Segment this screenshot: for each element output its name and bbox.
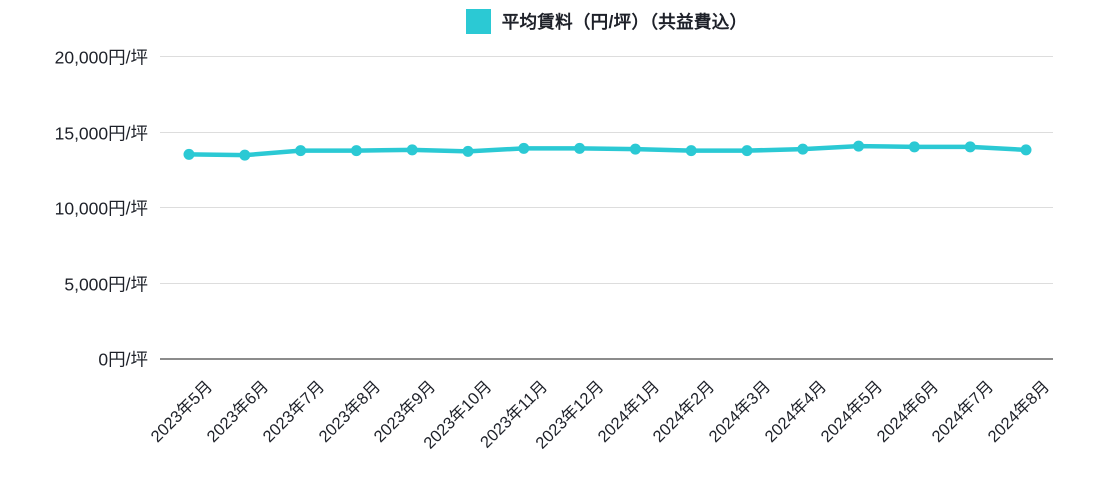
series-line xyxy=(186,143,1029,158)
data-point xyxy=(295,145,307,157)
y-tick-label: 5,000円/坪 xyxy=(64,274,148,294)
data-point xyxy=(574,142,586,154)
gridline xyxy=(160,131,1053,133)
x-axis: 2023年5月 2023年6月 2023年7月 2023年8月 2023年9月 2023年… xyxy=(148,359,1054,484)
plot-area xyxy=(160,56,1053,360)
data-point xyxy=(629,143,641,155)
legend-swatch xyxy=(465,8,491,34)
chart-legend-item[interactable]: 平均賃料（円/坪）（共益費込） xyxy=(160,6,1053,36)
data-point xyxy=(462,145,474,157)
series-layer xyxy=(183,140,1032,161)
gridline xyxy=(160,56,1053,57)
y-tick-label: 10,000円/坪 xyxy=(54,198,148,219)
data-point xyxy=(183,148,195,160)
data-point xyxy=(406,144,418,156)
gridline xyxy=(160,282,1053,284)
x-axis-line xyxy=(160,358,1053,360)
data-point xyxy=(350,145,362,157)
data-point xyxy=(908,141,920,153)
y-tick-label: 15,000円/坪 xyxy=(54,123,148,143)
data-point xyxy=(1020,144,1032,156)
data-point xyxy=(964,141,976,153)
data-point xyxy=(685,145,697,157)
legend-label: 平均賃料（円/坪）（共益費込） xyxy=(501,11,748,32)
data-point xyxy=(853,140,865,152)
data-point xyxy=(239,149,251,161)
y-axis: 0円/坪 5,000円/坪 10,000円/坪 15,000円/坪 20,000円/坪 xyxy=(0,48,148,370)
data-point xyxy=(518,142,530,154)
data-point xyxy=(797,143,809,155)
data-point xyxy=(741,145,753,157)
y-tick-label: 20,000円/坪 xyxy=(54,47,148,68)
gridline xyxy=(160,207,1053,208)
y-tick-label: 0円/坪 xyxy=(98,349,148,370)
